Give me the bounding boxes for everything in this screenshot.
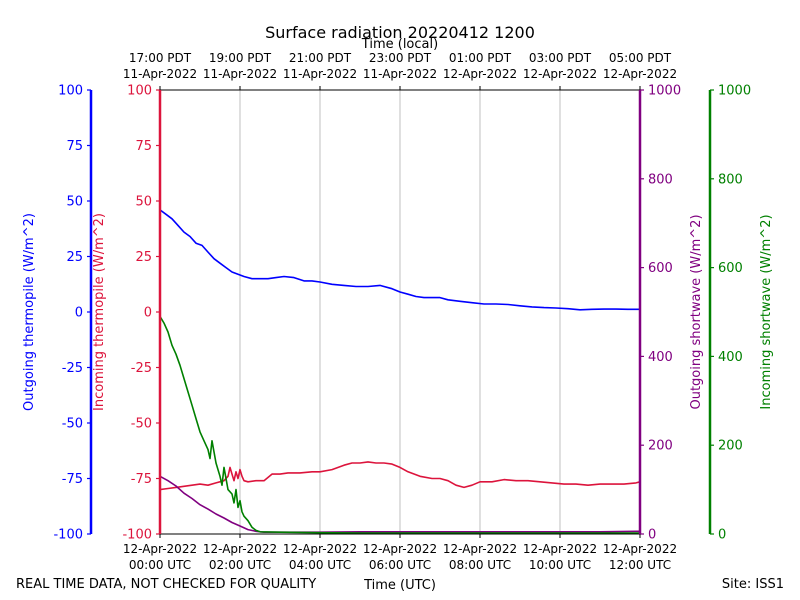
axis-label-out_sw: Outgoing shortwave (W/m^2) (689, 214, 704, 409)
axis-tick-label-out_thermo-2: 50 (66, 195, 83, 210)
axis-tick-label-in_thermo-8: -100 (122, 528, 152, 543)
series-lines (159, 209, 641, 534)
top-tick-date-6: 12-Apr-2022 (603, 67, 677, 81)
axis-tick-label-out_thermo-7: -75 (62, 472, 83, 487)
axis-tick-label-in_thermo-3: 25 (135, 250, 152, 265)
axis-label-in_sw: Incoming shortwave (W/m^2) (759, 214, 774, 409)
axis-tick-label-in_thermo-5: -25 (131, 361, 152, 376)
bottom-tick-date-4: 12-Apr-2022 (443, 542, 517, 556)
axis-tick-label-in_sw-2: 600 (718, 261, 743, 276)
axis-tick-label-out_sw-5: 0 (648, 528, 656, 543)
bottom-tick-time-5: 10:00 UTC (529, 558, 591, 572)
axis-tick-label-out_sw-2: 600 (648, 261, 673, 276)
top-tick-date-2: 11-Apr-2022 (283, 67, 357, 81)
axis-tick-label-out_sw-0: 1000 (648, 84, 681, 99)
axis-tick-label-in_sw-1: 800 (718, 172, 743, 187)
axis-tick-label-out_thermo-6: -50 (62, 417, 83, 432)
footer-right: Site: ISS1 (722, 577, 784, 592)
axis-tick-label-out_thermo-0: 100 (58, 84, 83, 99)
axis-tick-label-in_thermo-1: 75 (135, 139, 152, 154)
bottom-tick-time-6: 12:00 UTC (609, 558, 671, 572)
bottom-tick-date-0: 12-Apr-2022 (123, 542, 197, 556)
top-tick-date-1: 11-Apr-2022 (203, 67, 277, 81)
bottom-tick-date-1: 12-Apr-2022 (203, 542, 277, 556)
grid-lines (239, 90, 561, 534)
axis-label-in_thermo: Incoming thermopile (W/m^2) (92, 213, 107, 411)
series-out_thermo (159, 209, 640, 311)
axis-tick-label-in_thermo-4: 0 (144, 306, 152, 321)
footer-left: REAL TIME DATA, NOT CHECKED FOR QUALITY (16, 577, 316, 592)
chart-title: Surface radiation 20220412 1200 (265, 23, 535, 42)
axis-tick-label-out_thermo-3: 25 (66, 250, 83, 265)
top-axis-label: Time (local) (361, 37, 438, 52)
axis-tick-label-out_sw-1: 800 (648, 172, 673, 187)
axis-tick-label-in_sw-3: 400 (718, 350, 743, 365)
top-tick-time-5: 03:00 PDT (529, 51, 592, 65)
top-tick-time-2: 21:00 PDT (289, 51, 352, 65)
top-tick-date-3: 11-Apr-2022 (363, 67, 437, 81)
top-tick-time-0: 17:00 PDT (129, 51, 192, 65)
top-tick-time-3: 23:00 PDT (369, 51, 432, 65)
axis-tick-label-in_thermo-6: -50 (131, 417, 152, 432)
axis-tick-label-in_sw-4: 200 (718, 439, 743, 454)
axis-tick-label-in_thermo-2: 50 (135, 195, 152, 210)
axis-label-out_thermo: Outgoing thermopile (W/m^2) (22, 213, 37, 411)
series-in_sw (159, 315, 640, 534)
bottom-tick-time-0: 00:00 UTC (129, 558, 191, 572)
x-axis-label: Time (UTC) (363, 578, 436, 593)
top-tick-time-1: 19:00 PDT (209, 51, 272, 65)
axis-tick-label-in_thermo-7: -75 (131, 472, 152, 487)
bottom-tick-time-1: 02:00 UTC (209, 558, 271, 572)
axes: 100 75 50 25 0 -25 -50 -75 -100 Outgoing thermopi… (22, 84, 774, 543)
axis-tick-label-out_thermo-1: 75 (66, 139, 83, 154)
top-tick-date-4: 12-Apr-2022 (443, 67, 517, 81)
axis-tick-label-in_sw-0: 1000 (718, 84, 751, 99)
bottom-tick-date-6: 12-Apr-2022 (603, 542, 677, 556)
top-tick-date-5: 12-Apr-2022 (523, 67, 597, 81)
axis-tick-label-out_sw-3: 400 (648, 350, 673, 365)
bottom-tick-date-3: 12-Apr-2022 (363, 542, 437, 556)
axis-tick-label-in_sw-5: 0 (718, 528, 726, 543)
axis-tick-label-out_thermo-4: 0 (75, 306, 83, 321)
series-in_thermo (159, 461, 641, 491)
axis-tick-label-out_thermo-8: -100 (53, 528, 83, 543)
top-tick-time-6: 05:00 PDT (609, 51, 672, 65)
bottom-tick-date-2: 12-Apr-2022 (283, 542, 357, 556)
axis-tick-label-out_thermo-5: -25 (62, 361, 83, 376)
time-ticks: 12-Apr-2022 00:00 UTC 12-Apr-2022 02:00 UTC… (123, 51, 677, 572)
bottom-tick-time-4: 08:00 UTC (449, 558, 511, 572)
axis-tick-label-in_thermo-0: 100 (127, 84, 152, 99)
bottom-tick-time-2: 04:00 UTC (289, 558, 351, 572)
bottom-tick-date-5: 12-Apr-2022 (523, 542, 597, 556)
axis-tick-label-out_sw-4: 200 (648, 439, 673, 454)
series-out_sw (159, 475, 641, 533)
top-tick-date-0: 11-Apr-2022 (123, 67, 197, 81)
bottom-tick-time-3: 06:00 UTC (369, 558, 431, 572)
top-tick-time-4: 01:00 PDT (449, 51, 512, 65)
